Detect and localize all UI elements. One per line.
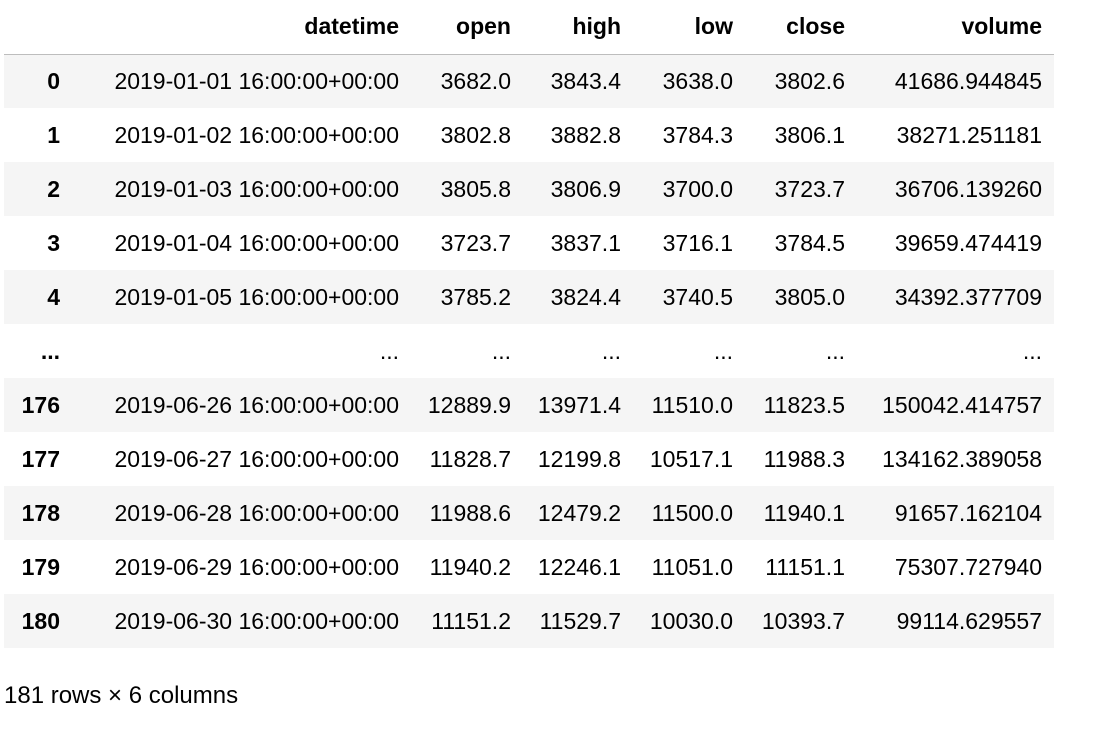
cell-datetime: 2019-06-26 16:00:00+00:00: [114, 391, 399, 418]
cell-close: 3805.0: [774, 283, 845, 310]
cell-volume: 150042.414757: [882, 391, 1042, 418]
cell-low: 11510.0: [651, 391, 733, 418]
cell-high: 13971.4: [537, 391, 621, 418]
cell-low: 3784.3: [662, 121, 733, 148]
cell-open: 3682.0: [440, 67, 511, 94]
cell-close: 11940.1: [763, 499, 845, 526]
column-header-low: low: [633, 0, 745, 55]
cell-datetime: ...: [379, 337, 399, 364]
cell-close: 3784.5: [774, 229, 845, 256]
row-index: 179: [21, 553, 60, 580]
table-row: 1 2019-01-02 16:00:00+00:00 3802.8 3882.…: [4, 108, 1054, 162]
cell-low: 10030.0: [649, 607, 733, 634]
cell-close: 11151.1: [765, 553, 845, 580]
table-row: 180 2019-06-30 16:00:00+00:00 11151.2 11…: [4, 594, 1054, 648]
cell-volume: 39659.474419: [894, 229, 1042, 256]
table-row: 2 2019-01-03 16:00:00+00:00 3805.8 3806.…: [4, 162, 1054, 216]
table-row: 4 2019-01-05 16:00:00+00:00 3785.2 3824.…: [4, 270, 1054, 324]
cell-close: 3723.7: [774, 175, 845, 202]
column-header-high: high: [523, 0, 633, 55]
cell-close: ...: [825, 337, 845, 364]
table-row: 176 2019-06-26 16:00:00+00:00 12889.9 13…: [4, 378, 1054, 432]
dataframe-table: datetime open high low close volume 0 20…: [4, 0, 1054, 648]
dataframe-shape-caption: 181 rows × 6 columns: [4, 682, 239, 709]
table-row: 3 2019-01-04 16:00:00+00:00 3723.7 3837.…: [4, 216, 1054, 270]
index-header: [4, 0, 72, 55]
row-index: 0: [47, 67, 60, 94]
row-index: 2: [47, 175, 60, 202]
cell-low: 3716.1: [662, 229, 733, 256]
cell-high: 12246.1: [537, 553, 621, 580]
row-index: 176: [21, 391, 60, 418]
cell-high: 3806.9: [550, 175, 621, 202]
column-header-close: close: [745, 0, 857, 55]
cell-open: 3805.8: [440, 175, 511, 202]
cell-high: 3882.8: [550, 121, 621, 148]
cell-volume: 134162.389058: [882, 445, 1042, 472]
cell-high: 12479.2: [537, 499, 621, 526]
cell-high: 11529.7: [539, 607, 621, 634]
table-row: 178 2019-06-28 16:00:00+00:00 11988.6 12…: [4, 486, 1054, 540]
cell-close: 10393.7: [761, 607, 845, 634]
cell-close: 11988.3: [763, 445, 845, 472]
cell-datetime: 2019-06-30 16:00:00+00:00: [114, 607, 399, 634]
dataframe-output: datetime open high low close volume 0 20…: [4, 0, 1054, 648]
table-row: 177 2019-06-27 16:00:00+00:00 11828.7 12…: [4, 432, 1054, 486]
cell-volume: 38271.251181: [896, 121, 1042, 148]
row-index: 177: [21, 445, 60, 472]
cell-volume: 75307.727940: [894, 553, 1042, 580]
cell-low: 3638.0: [662, 67, 733, 94]
header-row: datetime open high low close volume: [4, 0, 1054, 55]
row-index: 178: [21, 499, 60, 526]
cell-volume: 34392.377709: [894, 283, 1042, 310]
cell-datetime: 2019-01-04 16:00:00+00:00: [114, 229, 399, 256]
cell-open: 11988.6: [429, 499, 511, 526]
cell-low: ...: [713, 337, 733, 364]
cell-volume: 41686.944845: [894, 67, 1042, 94]
cell-low: 3740.5: [662, 283, 733, 310]
cell-close: 11823.5: [763, 391, 845, 418]
cell-volume: 36706.139260: [894, 175, 1042, 202]
row-index: 3: [47, 229, 60, 256]
cell-open: 3785.2: [440, 283, 511, 310]
cell-high: 3843.4: [550, 67, 621, 94]
cell-close: 3806.1: [774, 121, 845, 148]
column-header-volume: volume: [857, 0, 1054, 55]
cell-high: 3824.4: [550, 283, 621, 310]
cell-close: 3802.6: [774, 67, 845, 94]
cell-volume: ...: [1022, 337, 1042, 364]
cell-datetime: 2019-01-01 16:00:00+00:00: [114, 67, 399, 94]
cell-open: ...: [491, 337, 511, 364]
cell-datetime: 2019-06-28 16:00:00+00:00: [114, 499, 399, 526]
cell-open: 11828.7: [429, 445, 511, 472]
cell-low: 11051.0: [651, 553, 733, 580]
row-index: ...: [40, 337, 60, 364]
column-header-open: open: [411, 0, 523, 55]
cell-open: 3802.8: [440, 121, 511, 148]
cell-datetime: 2019-01-05 16:00:00+00:00: [114, 283, 399, 310]
cell-open: 11940.2: [429, 553, 511, 580]
cell-volume: 91657.162104: [894, 499, 1042, 526]
cell-high: ...: [601, 337, 621, 364]
ellipsis-row: ... ... ... ... ... ... ...: [4, 324, 1054, 378]
cell-datetime: 2019-06-27 16:00:00+00:00: [114, 445, 399, 472]
cell-low: 10517.1: [649, 445, 733, 472]
cell-datetime: 2019-01-03 16:00:00+00:00: [114, 175, 399, 202]
row-index: 1: [47, 121, 60, 148]
cell-datetime: 2019-01-02 16:00:00+00:00: [114, 121, 399, 148]
cell-high: 3837.1: [550, 229, 621, 256]
table-row: 0 2019-01-01 16:00:00+00:00 3682.0 3843.…: [4, 54, 1054, 108]
cell-low: 3700.0: [662, 175, 733, 202]
cell-open: 3723.7: [440, 229, 511, 256]
row-index: 180: [21, 607, 60, 634]
cell-high: 12199.8: [537, 445, 621, 472]
cell-datetime: 2019-06-29 16:00:00+00:00: [114, 553, 399, 580]
table-row: 179 2019-06-29 16:00:00+00:00 11940.2 12…: [4, 540, 1054, 594]
row-index: 4: [47, 283, 60, 310]
column-header-datetime: datetime: [72, 0, 411, 55]
cell-low: 11500.0: [651, 499, 733, 526]
cell-open: 11151.2: [431, 607, 511, 634]
cell-open: 12889.9: [427, 391, 511, 418]
cell-volume: 99114.629557: [896, 607, 1042, 634]
